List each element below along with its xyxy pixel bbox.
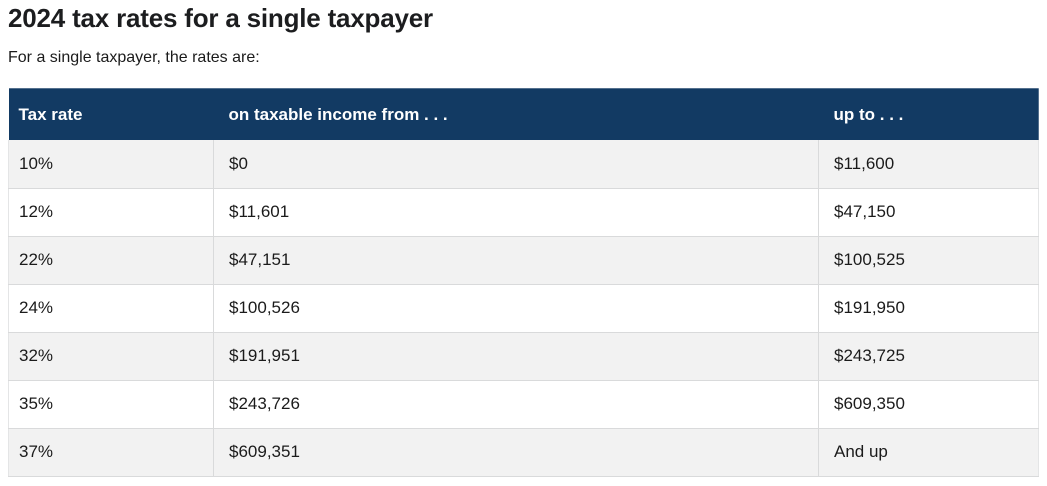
table-row: 24% $100,526 $191,950 (8, 284, 1039, 333)
cell-tax-rate: 22% (8, 236, 214, 285)
cell-up-to: $243,725 (818, 332, 1039, 381)
cell-tax-rate: 24% (8, 284, 214, 333)
cell-income-from: $243,726 (213, 380, 819, 429)
cell-income-from: $47,151 (213, 236, 819, 285)
col-header-up-to: up to . . . (818, 87, 1040, 140)
cell-income-from: $11,601 (213, 188, 819, 237)
page-title: 2024 tax rates for a single taxpayer (8, 3, 433, 33)
cell-tax-rate: 12% (8, 188, 214, 237)
cell-tax-rate: 35% (8, 380, 214, 429)
cell-income-from: $100,526 (213, 284, 819, 333)
page-subtitle: For a single taxpayer, the rates are: (8, 49, 260, 66)
table-row: 32% $191,951 $243,725 (8, 332, 1039, 381)
cell-up-to: $100,525 (818, 236, 1039, 285)
cell-up-to: And up (818, 428, 1039, 477)
cell-up-to: $11,600 (818, 140, 1039, 189)
table-row: 12% $11,601 $47,150 (8, 188, 1039, 237)
cell-up-to: $609,350 (818, 380, 1039, 429)
cell-income-from: $609,351 (213, 428, 819, 477)
table-row: 37% $609,351 And up (8, 428, 1039, 477)
cell-income-from: $191,951 (213, 332, 819, 381)
cell-tax-rate: 10% (8, 140, 214, 189)
cell-up-to: $191,950 (818, 284, 1039, 333)
cell-tax-rate: 32% (8, 332, 214, 381)
cell-up-to: $47,150 (818, 188, 1039, 237)
table-row: 35% $243,726 $609,350 (8, 380, 1039, 429)
col-header-tax-rate: Tax rate (8, 87, 214, 140)
tax-rate-table: Tax rate on taxable income from . . . up… (8, 87, 1040, 477)
cell-tax-rate: 37% (8, 428, 214, 477)
col-header-income-from: on taxable income from . . . (213, 87, 819, 140)
cell-income-from: $0 (213, 140, 819, 189)
table-row: 22% $47,151 $100,525 (8, 236, 1039, 285)
table-header-row: Tax rate on taxable income from . . . up… (8, 87, 1040, 140)
table-row: 10% $0 $11,600 (8, 140, 1039, 189)
